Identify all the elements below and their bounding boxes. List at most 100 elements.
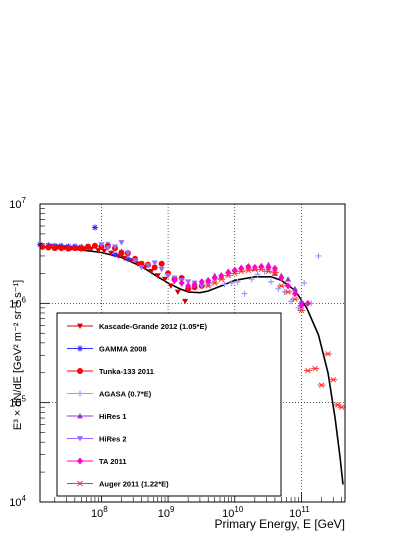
data-point — [118, 240, 125, 246]
data-point — [182, 298, 189, 305]
data-point — [271, 264, 278, 272]
data-point — [264, 268, 273, 275]
data-point — [132, 258, 139, 264]
data-point — [158, 266, 165, 273]
data-point — [77, 323, 83, 329]
axis-ticks — [40, 203, 342, 503]
data-point — [217, 276, 226, 282]
data-point — [291, 285, 298, 292]
legend-label: Kascade-Grande 2012 (1.05*E) — [99, 322, 207, 331]
data-point — [204, 283, 213, 289]
y-tick-exponent: 4 — [22, 494, 27, 503]
series — [171, 262, 311, 310]
data-point — [337, 404, 346, 410]
data-point — [78, 245, 85, 252]
data-point — [85, 243, 92, 250]
data-point — [185, 279, 192, 285]
legend-label: HiRes 1 — [99, 412, 127, 421]
data-point — [162, 276, 169, 283]
data-point — [297, 307, 306, 314]
data-point — [165, 273, 172, 279]
data-point — [237, 268, 246, 275]
legend-label: Auger 2011 (1.22*E) — [99, 480, 169, 489]
data-point — [298, 302, 305, 310]
data-point — [124, 255, 131, 262]
data-point — [145, 263, 152, 269]
data-point — [303, 367, 312, 374]
data-point — [151, 264, 158, 271]
data-point — [275, 285, 282, 292]
x-tick-label: 108 — [91, 505, 108, 520]
data-point — [198, 283, 205, 289]
data-point — [205, 276, 212, 284]
data-point — [301, 280, 308, 287]
data-point — [77, 390, 83, 397]
data-point — [174, 289, 181, 296]
data-point — [71, 245, 78, 252]
data-point — [191, 280, 198, 288]
data-point — [77, 345, 83, 352]
legend-label: GAMMA 2008 — [99, 345, 147, 354]
series — [37, 224, 131, 262]
legend-label: Tunka-133 2011 — [99, 367, 154, 376]
series — [204, 266, 346, 410]
x-tick-exponent: 8 — [103, 505, 108, 514]
y-axis-label: E³ × dN/dE [GeV² m⁻² sr⁻¹ s⁻¹] — [12, 280, 24, 430]
data-point — [112, 251, 119, 258]
data-point — [167, 283, 174, 289]
y-tick-exponent: 6 — [22, 295, 27, 304]
data-point — [228, 280, 235, 287]
y-tick-label: 104 — [9, 494, 26, 509]
data-point — [285, 276, 292, 282]
data-point — [221, 281, 228, 288]
data-point — [45, 244, 52, 251]
data-point — [248, 276, 255, 283]
data-point — [108, 250, 115, 257]
y-tick-exponent: 5 — [22, 395, 27, 404]
data-point — [277, 283, 286, 289]
data-point — [76, 480, 84, 487]
data-point — [210, 280, 219, 286]
legend-label: TA 2011 — [99, 457, 127, 466]
legend: Kascade-Grande 2012 (1.05*E) GAMMA 2008 Tu… — [56, 312, 282, 497]
data-point — [224, 272, 233, 279]
data-point — [178, 279, 185, 287]
data-point — [77, 368, 83, 374]
data-point — [244, 267, 253, 274]
data-point — [91, 224, 98, 231]
data-point — [234, 278, 241, 285]
data-point — [77, 457, 83, 465]
data-point — [254, 271, 261, 278]
data-point — [39, 243, 46, 250]
data-point — [304, 299, 311, 307]
data-point — [154, 273, 161, 279]
data-point — [245, 262, 252, 270]
data-point — [112, 244, 119, 250]
data-point — [205, 282, 212, 288]
data-point — [138, 265, 145, 271]
data-point — [225, 268, 232, 276]
data-point — [124, 250, 131, 257]
data-point — [285, 282, 292, 290]
data-point — [311, 365, 320, 372]
data-point — [268, 278, 275, 285]
data-point — [198, 278, 205, 286]
data-point — [58, 245, 65, 252]
legend-label: AGASA (0.7*E) — [99, 390, 152, 399]
y-tick-exponent: 7 — [22, 196, 27, 205]
data-point — [151, 260, 158, 266]
data-point — [211, 274, 218, 282]
y-tick-label: 107 — [9, 196, 26, 211]
data-point — [171, 276, 178, 284]
data-point — [323, 351, 332, 357]
data-point — [329, 377, 338, 383]
data-point — [185, 282, 192, 290]
data-point — [230, 270, 239, 277]
data-point — [65, 245, 72, 252]
data-point — [284, 289, 293, 295]
data-point — [101, 248, 108, 255]
data-point — [77, 436, 83, 442]
data-point — [290, 296, 299, 302]
data-point — [333, 402, 342, 408]
